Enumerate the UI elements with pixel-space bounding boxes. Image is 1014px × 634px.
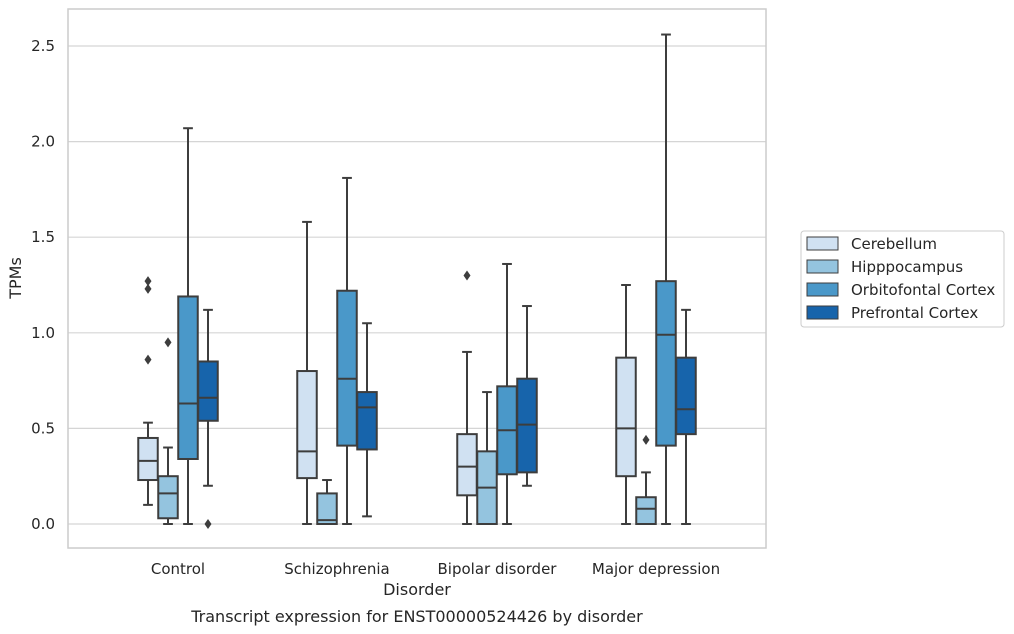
box-iqr: [336, 289, 358, 447]
outlier-point: [642, 434, 650, 445]
box-0-0: [137, 276, 159, 506]
box-1-1: [316, 479, 338, 525]
x-tick-label: Control: [151, 560, 205, 578]
box-iqr: [316, 492, 338, 525]
box-iqr: [615, 356, 637, 478]
legend: Cerebellum Hipppocampus Orbitofontal Corte…: [800, 230, 1005, 328]
x-tick-label: Schizophrenia: [284, 560, 389, 578]
box-iqr: [177, 295, 199, 460]
box-iqr: [296, 370, 318, 480]
plot-area-frame: [67, 8, 767, 549]
box-groups: [137, 33, 697, 529]
box-2-1: [336, 176, 358, 525]
legend-item: Orbitofontal Cortex: [806, 281, 995, 299]
x-tick-label: Bipolar disorder: [438, 560, 558, 578]
legend-item: Prefrontal Cortex: [806, 304, 978, 322]
box-0-3: [615, 284, 637, 525]
box-iqr: [137, 436, 159, 482]
box-iqr: [456, 433, 478, 497]
y-tick-label: 1.0: [31, 324, 55, 342]
legend-swatch: [806, 305, 839, 320]
legend-item: Cerebellum: [806, 235, 937, 253]
box-3-1: [356, 322, 378, 518]
box-3-2: [516, 305, 538, 487]
box-1-0: [157, 337, 179, 525]
y-tick-label: 2.0: [31, 133, 55, 151]
legend-item: Hipppocampus: [806, 258, 963, 276]
legend-items: Cerebellum Hipppocampus Orbitofontal Corte…: [806, 235, 995, 322]
outlier-point: [144, 283, 152, 294]
box-1-2: [476, 391, 498, 525]
box-0-2: [456, 270, 478, 525]
legend-label: Hipppocampus: [851, 258, 963, 276]
x-axis-label: Disorder: [383, 580, 451, 599]
legend-frame: [800, 230, 1005, 328]
box-3-3: [675, 308, 697, 525]
y-tick-label: 0.5: [31, 419, 55, 437]
outlier-point: [463, 270, 471, 281]
x-tick-label: Major depression: [592, 560, 720, 578]
y-axis-label: TPMs: [6, 257, 25, 300]
y-tick-label: 0.0: [31, 515, 55, 533]
outlier-point: [144, 354, 152, 365]
y-tick-label: 1.5: [31, 228, 55, 246]
outlier-point: [164, 337, 172, 348]
box-0-1: [296, 220, 318, 525]
legend-swatch: [806, 236, 839, 251]
box-iqr: [675, 356, 697, 436]
legend-label: Cerebellum: [851, 235, 937, 253]
box-iqr: [655, 280, 677, 447]
legend-label: Orbitofontal Cortex: [851, 281, 995, 299]
box-2-3: [655, 33, 677, 525]
box-1-3: [635, 434, 657, 525]
box-iqr: [356, 391, 378, 451]
legend-label: Prefrontal Cortex: [851, 304, 978, 322]
box-iqr: [157, 475, 179, 520]
box-2-0: [177, 127, 199, 525]
legend-swatch: [806, 259, 839, 274]
box-2-2: [496, 262, 518, 525]
chart-caption: Transcript expression for ENST0000052442…: [190, 607, 643, 626]
outlier-point: [204, 519, 212, 529]
legend-swatch: [806, 282, 839, 297]
y-axis-ticks: 0.0 0.5 1.0 1.5 2.0 2.5: [31, 37, 55, 533]
outlier-point: [144, 276, 152, 287]
x-axis-ticks: Control Schizophrenia Bipolar disorder Majo…: [151, 560, 720, 578]
box-3-0: [197, 308, 219, 529]
y-tick-label: 2.5: [31, 37, 55, 55]
box-iqr: [197, 360, 219, 422]
box-iqr: [635, 496, 657, 525]
